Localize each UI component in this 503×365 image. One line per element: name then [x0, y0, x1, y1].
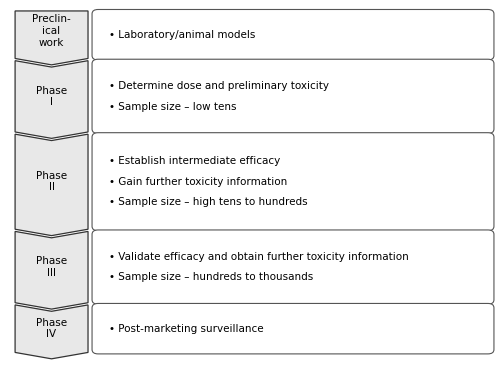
Text: • Determine dose and preliminary toxicity: • Determine dose and preliminary toxicit… — [109, 81, 329, 91]
Text: Phase
I: Phase I — [36, 85, 67, 107]
FancyBboxPatch shape — [92, 230, 494, 304]
Polygon shape — [15, 134, 88, 236]
Text: • Sample size – high tens to hundreds: • Sample size – high tens to hundreds — [109, 197, 308, 207]
Polygon shape — [15, 61, 88, 138]
FancyBboxPatch shape — [92, 59, 494, 134]
Text: • Laboratory/animal models: • Laboratory/animal models — [109, 30, 256, 40]
Text: Phase
III: Phase III — [36, 256, 67, 278]
Text: • Establish intermediate efficacy: • Establish intermediate efficacy — [109, 156, 280, 166]
Text: Preclin-
ical
work: Preclin- ical work — [32, 15, 71, 48]
FancyBboxPatch shape — [92, 133, 494, 231]
Text: Phase
II: Phase II — [36, 171, 67, 192]
Text: • Sample size – low tens: • Sample size – low tens — [109, 102, 236, 112]
Text: • Post-marketing surveillance: • Post-marketing surveillance — [109, 324, 264, 334]
Polygon shape — [15, 231, 88, 309]
Text: • Validate efficacy and obtain further toxicity information: • Validate efficacy and obtain further t… — [109, 252, 409, 262]
FancyBboxPatch shape — [92, 9, 494, 60]
Text: • Gain further toxicity information: • Gain further toxicity information — [109, 177, 287, 187]
FancyBboxPatch shape — [92, 303, 494, 354]
Text: • Sample size – hundreds to thousands: • Sample size – hundreds to thousands — [109, 272, 313, 283]
Text: Phase
IV: Phase IV — [36, 318, 67, 339]
Polygon shape — [15, 305, 88, 359]
Polygon shape — [15, 11, 88, 65]
